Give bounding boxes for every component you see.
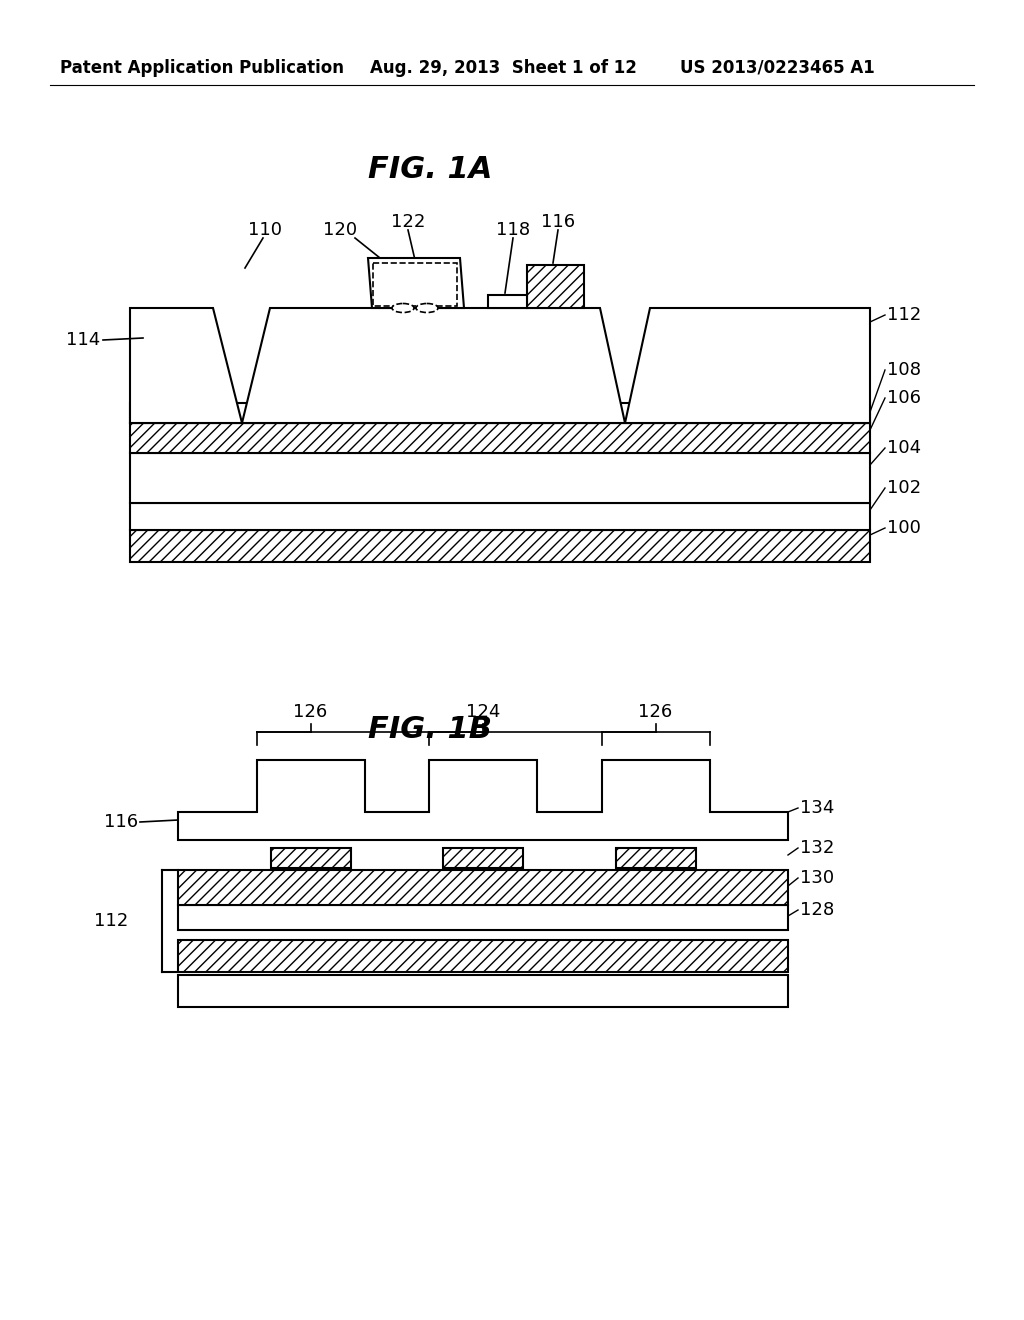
Bar [178,906,788,931]
Bar [130,503,870,531]
Text: 124: 124 [466,704,500,721]
Text: 104: 104 [887,440,922,457]
Ellipse shape [416,304,438,313]
Bar [270,847,350,869]
Text: FIG. 1B: FIG. 1B [368,715,492,744]
Text: 130: 130 [800,869,835,887]
Text: 134: 134 [800,799,835,817]
Ellipse shape [392,304,414,313]
Text: Aug. 29, 2013  Sheet 1 of 12: Aug. 29, 2013 Sheet 1 of 12 [370,59,637,77]
Bar [178,940,788,972]
Text: 108: 108 [887,360,921,379]
Text: 106: 106 [887,389,921,407]
Text: 120: 120 [323,220,357,239]
Text: 110: 110 [248,220,282,239]
Bar [488,294,527,308]
Bar [130,531,870,562]
Polygon shape [130,308,870,422]
Bar [178,975,788,1007]
Text: FIG. 1A: FIG. 1A [368,156,493,185]
Text: 128: 128 [800,902,835,919]
Polygon shape [368,257,464,308]
Text: 112: 112 [94,912,128,931]
Bar [615,847,695,869]
Text: 126: 126 [638,704,673,721]
Bar [178,870,788,906]
Bar [527,265,584,308]
Text: 112: 112 [887,306,922,323]
Bar [130,403,870,422]
Polygon shape [178,760,788,840]
Text: 122: 122 [391,213,425,231]
Text: 132: 132 [800,840,835,857]
Text: 116: 116 [541,213,575,231]
Bar [130,453,870,503]
Bar [373,263,457,306]
Text: 102: 102 [887,479,922,498]
Text: 116: 116 [103,813,138,832]
Text: 100: 100 [887,519,921,537]
Text: Patent Application Publication: Patent Application Publication [60,59,344,77]
Bar [443,847,523,869]
Text: 114: 114 [66,331,100,348]
Text: 126: 126 [293,704,328,721]
Text: 118: 118 [496,220,530,239]
Bar [130,422,870,453]
Text: US 2013/0223465 A1: US 2013/0223465 A1 [680,59,874,77]
